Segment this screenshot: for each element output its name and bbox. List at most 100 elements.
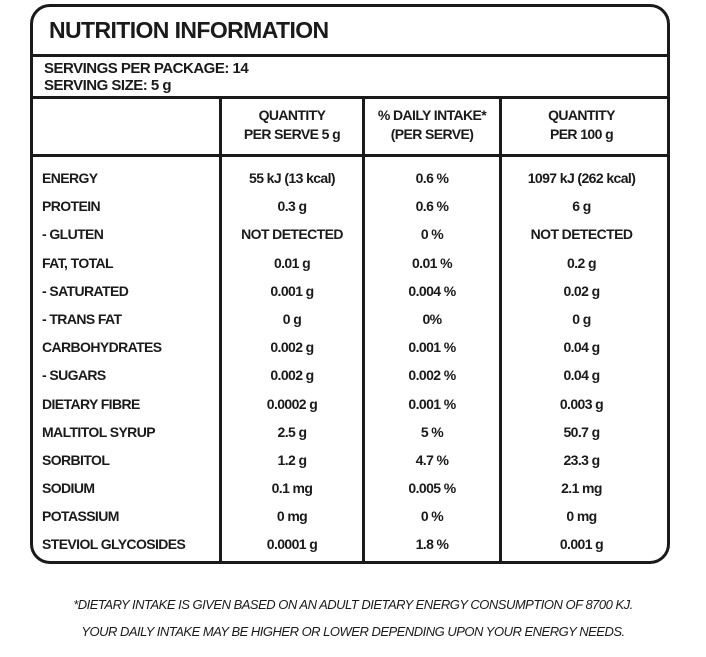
per-serve-value-text: 0.0002 g <box>266 395 318 412</box>
daily-intake-value: 0.6 % <box>365 164 499 192</box>
per-serve-value: NOT DETECTED <box>222 220 362 248</box>
daily-intake-value-text: 0 % <box>420 226 444 243</box>
per-100g-value: 1097 kJ (262 kcal) <box>502 164 661 192</box>
per-100g-value-text: 1097 kJ (262 kcal) <box>527 170 636 186</box>
per-serve-value: 55 kJ (13 kcal) <box>222 164 362 192</box>
per-100g-value: 23.3 g <box>502 446 661 474</box>
per-serve-value: 0.002 g <box>222 333 362 361</box>
header-text: PER 100 g <box>549 126 614 142</box>
daily-intake-value-text: 0.004 % <box>408 282 456 299</box>
nutrient-name-text: FAT, TOTAL <box>42 254 114 271</box>
table-header: QUANTITY PER SERVE 5 g % DAILY INTAKE* (… <box>33 99 667 157</box>
daily-intake-column: 0.6 % 0.6 % 0 % 0.01 % 0.004 % 0% 0.001 % 0.002… <box>365 157 502 563</box>
per-100g-value-text: NOT DETECTED <box>530 226 633 243</box>
daily-intake-value-text: 0% <box>422 310 442 327</box>
per-serve-column: 55 kJ (13 kcal) 0.3 g NOT DETECTED 0.01 g 0.… <box>222 157 365 563</box>
nutrient-name-text: DIETARY FIBRE <box>42 395 140 412</box>
nutrient-name: ENERGY <box>33 164 219 192</box>
header-text: % DAILY INTAKE* <box>377 107 487 123</box>
nutrient-name-text: PROTEIN <box>42 198 101 215</box>
per-100g-value-text: 0.001 g <box>559 536 604 553</box>
nutrient-name-text: MALTITOL SYRUP <box>42 423 156 440</box>
header-blank <box>33 99 222 154</box>
per-100g-value: 0 g <box>502 305 661 333</box>
nutrient-name-text: - GLUTEN <box>42 226 104 243</box>
per-serve-value-text: 0.002 g <box>270 339 314 356</box>
per-serve-value-text: 0 mg <box>276 508 308 525</box>
daily-intake-value: 0.01 % <box>365 249 499 277</box>
daily-intake-value: 5 % <box>365 418 499 446</box>
daily-intake-value-text: 1.8 % <box>415 536 449 553</box>
per-serve-value: 0.002 g <box>222 361 362 389</box>
per-serve-value-text: 0.3 g <box>277 198 308 215</box>
per-100g-value-text: 0 mg <box>566 508 597 525</box>
daily-intake-value-text: 0.001 % <box>408 395 456 412</box>
per-serve-value: 0.3 g <box>222 192 362 220</box>
per-serve-value: 0.0002 g <box>222 390 362 418</box>
daily-intake-value-text: 0.005 % <box>408 480 456 497</box>
header-text: PER SERVE 5 g <box>243 126 341 142</box>
nutrient-name: SORBITOL <box>33 446 219 474</box>
nutrient-name-text: - TRANS FAT <box>42 310 122 327</box>
header-daily-intake: % DAILY INTAKE* (PER SERVE) <box>365 99 502 154</box>
per-100g-value-text: 2.1 mg <box>561 480 602 497</box>
per-100g-value-text: 0.04 g <box>563 367 600 384</box>
nutrient-name-text: ENERGY <box>42 170 98 186</box>
nutrient-name: STEVIOL GLYCOSIDES <box>33 530 219 558</box>
per-serve-value-text: 0 g <box>282 310 302 327</box>
nutrient-column: ENERGY PROTEIN - GLUTEN FAT, TOTAL - SATURAT… <box>33 157 222 563</box>
footnote-text: *DIETARY INTAKE IS GIVEN BASED ON AN ADU… <box>73 597 633 612</box>
per-serve-value: 2.5 g <box>222 418 362 446</box>
header-per-100g: QUANTITY PER 100 g <box>502 99 661 154</box>
nutrient-name-text: POTASSIUM <box>42 508 119 525</box>
daily-intake-value-text: 0.6 % <box>415 198 449 215</box>
daily-intake-value: 0.001 % <box>365 333 499 361</box>
per-100g-value: 6 g <box>502 192 661 220</box>
servings-per-package: SERVINGS PER PACKAGE: 14 <box>44 60 249 77</box>
daily-intake-value: 0.005 % <box>365 474 499 502</box>
table-body: ENERGY PROTEIN - GLUTEN FAT, TOTAL - SATURAT… <box>33 157 667 563</box>
nutrient-name-text: SODIUM <box>42 480 95 497</box>
nutrient-name-text: - SATURATED <box>42 282 129 299</box>
per-serve-value-text: 55 kJ (13 kcal) <box>249 170 336 186</box>
nutrient-name: - SATURATED <box>33 277 219 305</box>
nutrient-name: SODIUM <box>33 474 219 502</box>
daily-intake-value-text: 4.7 % <box>415 451 449 468</box>
per-100g-value: 0.003 g <box>502 390 661 418</box>
per-100g-value-text: 50.7 g <box>563 423 600 440</box>
nutrient-name-text: STEVIOL GLYCOSIDES <box>42 536 186 553</box>
per-serve-value-text: 2.5 g <box>277 423 308 440</box>
per-serve-value-text: 0.002 g <box>270 367 314 384</box>
nutrient-name: CARBOHYDRATES <box>33 333 219 361</box>
daily-intake-value: 0 % <box>365 502 499 530</box>
daily-intake-value: 0.004 % <box>365 277 499 305</box>
nutrient-name: - TRANS FAT <box>33 305 219 333</box>
per-100g-value: 0 mg <box>502 502 661 530</box>
daily-intake-value: 0.001 % <box>365 390 499 418</box>
per-100g-value: 50.7 g <box>502 418 661 446</box>
per-100g-value: 0.04 g <box>502 333 661 361</box>
per-100g-column: 1097 kJ (262 kcal) 6 g NOT DETECTED 0.2 g 0.… <box>502 157 661 563</box>
daily-intake-value: 1.8 % <box>365 530 499 558</box>
daily-intake-value: 0.002 % <box>365 361 499 389</box>
per-serve-value: 0 mg <box>222 502 362 530</box>
nutrient-name: - GLUTEN <box>33 220 219 248</box>
daily-intake-value-text: 0 % <box>420 508 444 525</box>
per-serve-value: 0.0001 g <box>222 530 362 558</box>
nutrient-name: DIETARY FIBRE <box>33 390 219 418</box>
daily-intake-value-text: 0.001 % <box>408 339 456 356</box>
footnote-text: YOUR DAILY INTAKE MAY BE HIGHER OR LOWER… <box>81 624 625 639</box>
per-serve-value-text: 0.001 g <box>270 282 314 299</box>
per-serve-value: 1.2 g <box>222 446 362 474</box>
nutrient-name: POTASSIUM <box>33 502 219 530</box>
daily-intake-value-text: 0.6 % <box>415 170 449 186</box>
per-serve-value-text: 0.0001 g <box>266 536 318 553</box>
nutrient-name: - SUGARS <box>33 361 219 389</box>
header-per-serve: QUANTITY PER SERVE 5 g <box>222 99 365 154</box>
nutrient-name: FAT, TOTAL <box>33 249 219 277</box>
per-100g-value: 0.02 g <box>502 277 661 305</box>
per-100g-value-text: 0.02 g <box>563 282 600 299</box>
nutrient-name: PROTEIN <box>33 192 219 220</box>
per-100g-value-text: 23.3 g <box>563 451 600 468</box>
nutrition-panel: NUTRITION INFORMATION SERVINGS PER PACKA… <box>30 4 670 564</box>
